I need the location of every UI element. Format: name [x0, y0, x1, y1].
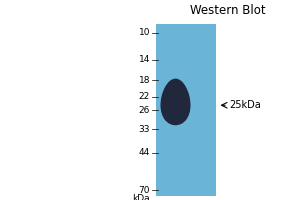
Text: Western Blot: Western Blot	[190, 4, 266, 17]
Text: 70: 70	[139, 186, 150, 195]
Text: 14: 14	[139, 55, 150, 64]
Text: 22: 22	[139, 92, 150, 101]
Bar	[156, 24, 216, 196]
Text: kDa: kDa	[132, 194, 150, 200]
Text: 10: 10	[139, 28, 150, 37]
Text: 26: 26	[139, 106, 150, 115]
Text: 25kDa: 25kDa	[230, 100, 261, 110]
Text: 18: 18	[139, 76, 150, 85]
Text: 44: 44	[139, 148, 150, 157]
Ellipse shape	[160, 79, 190, 125]
Text: 33: 33	[139, 125, 150, 134]
